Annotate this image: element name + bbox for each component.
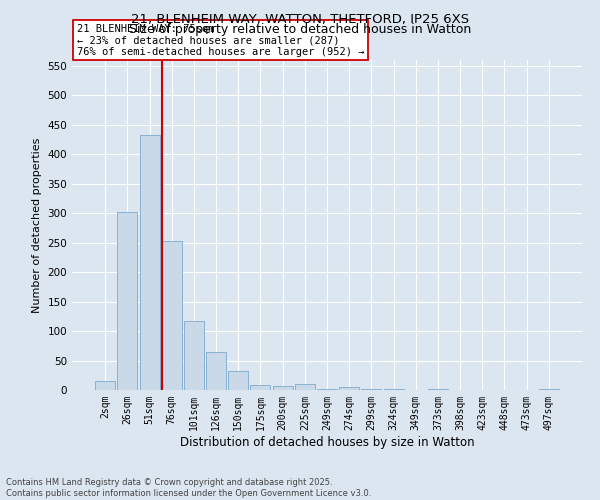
Bar [206,352,226,390]
Bar [95,381,115,390]
Bar [162,241,182,390]
Bar [295,384,315,390]
Bar [272,386,293,390]
Bar [184,321,204,390]
Text: Contains HM Land Registry data © Crown copyright and database right 2025.
Contai: Contains HM Land Registry data © Crown c… [6,478,371,498]
Bar [250,384,271,390]
Text: 21 BLENHEIM WAY: 75sqm
← 23% of detached houses are smaller (287)
76% of semi-de: 21 BLENHEIM WAY: 75sqm ← 23% of detached… [77,24,365,56]
Bar [539,389,559,390]
Bar [140,136,160,390]
Text: Size of property relative to detached houses in Watton: Size of property relative to detached ho… [129,22,471,36]
Bar [118,212,137,390]
Text: 21, BLENHEIM WAY, WATTON, THETFORD, IP25 6XS: 21, BLENHEIM WAY, WATTON, THETFORD, IP25… [131,12,469,26]
X-axis label: Distribution of detached houses by size in Watton: Distribution of detached houses by size … [179,436,475,448]
Bar [339,387,359,390]
Bar [228,370,248,390]
Y-axis label: Number of detached properties: Number of detached properties [32,138,42,312]
